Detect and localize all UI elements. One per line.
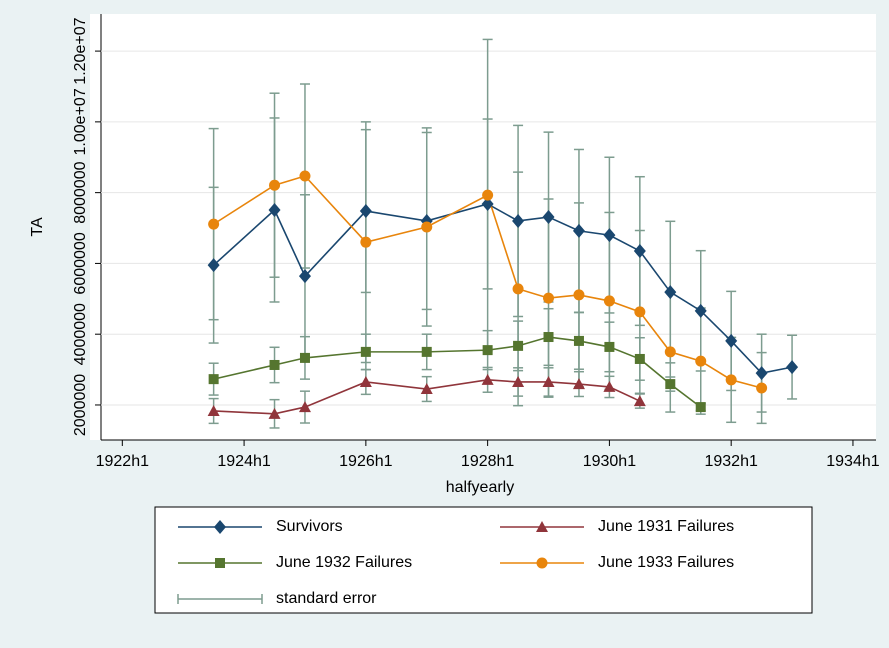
legend-label: standard error [276,590,377,607]
data-point [572,378,585,390]
data-point [269,179,281,191]
x-tick-label: 1932h1 [704,453,757,470]
data-point [420,383,433,395]
data-point [786,360,799,375]
data-point [572,223,585,238]
data-point [482,189,494,201]
data-point [512,375,525,387]
x-tick-label: 1924h1 [217,453,270,470]
data-point [695,402,706,413]
data-point [725,374,737,386]
data-point [421,221,433,233]
data-point [755,366,768,381]
y-tick-label: 2000000 [72,374,89,436]
legend-label: Survivors [276,518,343,535]
x-tick-label: 1930h1 [583,453,636,470]
y-axis-title: TA [29,217,46,237]
y-tick-label: 4000000 [72,303,89,365]
data-point [268,202,281,217]
data-point [664,346,676,358]
data-point [633,244,646,259]
legend-marker [215,558,225,568]
y-tick-label: 8000000 [72,161,89,223]
legend-label: June 1931 Failures [598,518,734,535]
data-point [512,283,524,295]
data-point [543,292,555,304]
data-point [298,401,311,413]
data-point [665,379,676,390]
legend-marker [214,520,226,534]
data-point [664,285,677,300]
data-point [542,375,555,387]
plot-area [90,14,876,440]
data-point [694,303,707,318]
y-tick-label: 1.00e+07 [72,88,89,155]
x-tick-label: 1926h1 [339,453,392,470]
data-point [482,345,493,356]
data-point [634,353,645,364]
x-axis-title: halfyearly [446,479,514,496]
data-point [603,295,615,307]
data-point [513,340,524,351]
data-point [359,375,372,387]
data-point [543,332,554,343]
data-point [542,210,555,225]
data-point [421,346,432,357]
data-point [512,213,525,228]
series-line [213,203,793,374]
data-point [268,407,281,419]
data-point [481,373,494,385]
data-point [299,352,310,363]
y-tick-label: 1.20e+07 [72,17,89,84]
data-point [573,289,585,301]
data-point [360,236,372,248]
data-point [299,170,311,182]
data-point [360,346,371,357]
data-point [269,359,280,370]
x-tick-label: 1928h1 [461,453,514,470]
data-point [695,355,707,367]
data-point [208,218,220,230]
data-point [603,228,616,243]
data-point [208,374,219,385]
legend-marker [536,521,548,532]
legend-label: June 1933 Failures [598,554,734,571]
data-point [573,335,584,346]
data-point [298,269,311,284]
data-point [207,404,220,416]
data-point [756,382,768,394]
data-point [359,204,372,219]
x-tick-label: 1922h1 [96,453,149,470]
data-point [603,380,616,392]
y-tick-label: 6000000 [72,232,89,294]
data-point [481,196,494,211]
x-tick-label: 1934h1 [826,453,879,470]
legend-label: June 1932 Failures [276,554,412,571]
legend-marker [536,557,548,569]
legend [154,506,813,614]
data-point [207,258,220,273]
data-point [633,395,646,407]
data-point [634,306,646,318]
data-point [604,341,615,352]
data-point [725,333,738,348]
